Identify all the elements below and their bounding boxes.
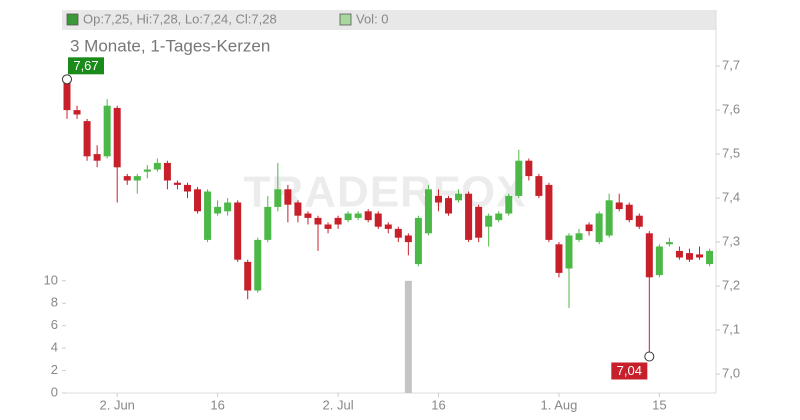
candle-body	[234, 202, 242, 260]
candle-body	[585, 224, 593, 232]
candle-body	[625, 204, 633, 221]
y-tick-label: 7,6	[722, 102, 740, 117]
candle-body	[455, 193, 463, 201]
candle-body	[344, 213, 352, 221]
y-tick-label: 7,5	[722, 146, 740, 161]
candle-body	[83, 121, 91, 157]
annotation-marker	[644, 351, 655, 362]
candle-body	[675, 250, 683, 258]
candle-body	[555, 244, 563, 273]
y-tick-label: 7,2	[722, 278, 740, 293]
candle-body	[424, 189, 432, 234]
candle-body	[194, 189, 202, 212]
candle-body	[113, 107, 121, 168]
annotation-label: 7,67	[73, 58, 98, 73]
y-tick-label: 7,7	[722, 58, 740, 73]
candle-body	[394, 228, 402, 238]
candle-body	[183, 184, 191, 192]
x-tick-label: 1. Aug	[541, 397, 578, 412]
candle-body	[635, 215, 643, 227]
candle-body	[93, 154, 101, 161]
candle-body	[284, 189, 292, 205]
chart-title: 3 Monate, 1-Tages-Kerzen	[70, 36, 270, 55]
candle-body	[665, 242, 673, 245]
y2-tick-label: 2	[51, 362, 58, 377]
candle-body	[404, 235, 412, 243]
candle-body	[545, 184, 553, 240]
legend-swatch	[66, 13, 79, 26]
candle-body	[153, 162, 161, 170]
candle-body	[515, 160, 523, 196]
candle-body	[575, 233, 583, 240]
legend-label: Op:7,25, Hi:7,28, Lo:7,24, Cl:7,28	[83, 11, 277, 26]
y2-tick-label: 0	[51, 384, 58, 399]
candle-body	[465, 193, 473, 240]
candle-body	[685, 253, 693, 260]
candle-body	[143, 169, 151, 172]
candle-body	[204, 191, 212, 240]
header-bar	[62, 10, 716, 30]
candle-body	[595, 213, 603, 243]
candle-body	[384, 224, 392, 229]
candle-body	[655, 246, 663, 276]
x-tick-label: 2. Jun	[99, 397, 134, 412]
x-tick-label: 16	[210, 397, 224, 412]
candle-body	[264, 206, 272, 240]
candle-body	[445, 198, 453, 214]
candle-body	[214, 206, 222, 214]
candle-body	[324, 224, 332, 229]
candle-body	[254, 239, 262, 291]
legend-label: Vol: 0	[356, 11, 389, 26]
candle-body	[495, 213, 503, 221]
volume-bar	[404, 280, 412, 393]
candle-body	[645, 233, 653, 278]
candle-body	[334, 217, 342, 225]
y2-tick-label: 10	[44, 272, 58, 287]
annotation-box	[68, 57, 104, 75]
candle-body	[364, 211, 372, 221]
candle-body	[163, 162, 171, 181]
x-tick-label: 2. Jul	[323, 397, 354, 412]
candle-body	[485, 215, 493, 227]
annotation-box	[611, 362, 648, 380]
candle-body	[133, 176, 141, 181]
x-tick-label: 15	[652, 397, 666, 412]
annotation-marker	[62, 74, 72, 85]
candle-body	[63, 81, 71, 111]
candle-body	[525, 160, 533, 177]
candle-body	[274, 189, 282, 207]
candle-body	[123, 176, 131, 181]
x-tick-label: 16	[431, 397, 445, 412]
candle-body	[244, 261, 252, 291]
candle-body	[475, 206, 483, 238]
candle-body	[224, 202, 232, 212]
candle-body	[73, 110, 81, 115]
y-tick-label: 7,1	[722, 322, 740, 337]
candle-body	[374, 213, 382, 227]
candle-body	[173, 182, 181, 185]
candle-body	[605, 200, 613, 236]
y-tick-label: 7,4	[722, 190, 740, 205]
candle-body	[535, 176, 543, 196]
candle-body	[434, 195, 442, 203]
y-tick-label: 7,3	[722, 234, 740, 249]
candle-body	[505, 195, 513, 214]
candle-body	[565, 235, 573, 269]
candle-body	[103, 105, 111, 157]
legend-swatch	[339, 13, 352, 26]
y2-tick-label: 6	[51, 317, 58, 332]
candle-body	[414, 217, 422, 265]
y2-tick-label: 4	[51, 340, 58, 355]
candle-body	[615, 202, 623, 210]
candle-body	[696, 254, 704, 258]
annotation-label: 7,04	[617, 363, 642, 378]
candle-body	[706, 250, 714, 265]
y-tick-label: 7,0	[722, 366, 740, 381]
candle-body	[294, 202, 302, 216]
y2-tick-label: 8	[51, 295, 58, 310]
candle-body	[354, 213, 362, 218]
candle-body	[304, 213, 312, 218]
candle-body	[314, 217, 322, 225]
